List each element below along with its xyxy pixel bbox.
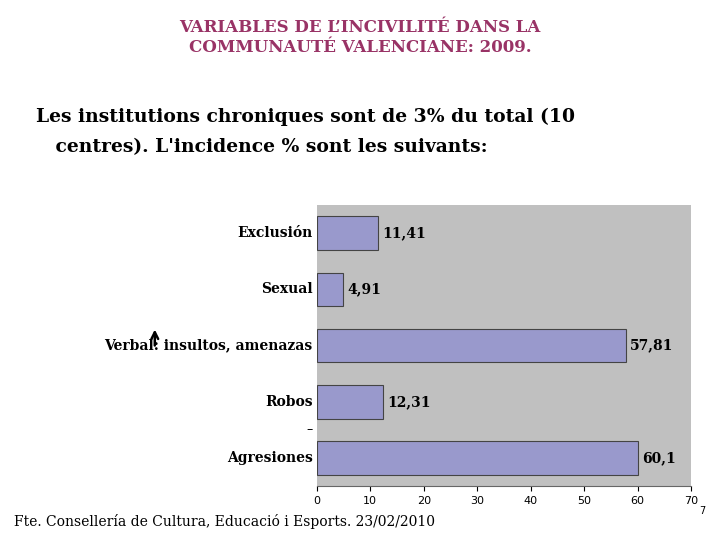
Bar [317,441,638,475]
Text: 60,1: 60,1 [642,451,676,465]
Text: Fte. Consellería de Cultura, Educació i Esports. 23/02/2010: Fte. Consellería de Cultura, Educació i … [14,514,436,529]
Text: Agresiones: Agresiones [227,451,312,465]
Bar [317,329,626,362]
Text: centres). L'incidence % sont les suivants:: centres). L'incidence % sont les suivant… [36,138,487,156]
Text: VARIABLES DE L’INCIVILITÉ DANS LA
COMMUNAUTÉ VALENCIANE: 2009.: VARIABLES DE L’INCIVILITÉ DANS LA COMMUN… [179,19,541,56]
Bar [317,385,382,418]
Text: 12,31: 12,31 [387,395,431,409]
Text: Verbal: insultos, amenazas: Verbal: insultos, amenazas [104,339,312,353]
Text: Sexual: Sexual [261,282,312,296]
Text: 7: 7 [699,505,706,516]
Text: 4,91: 4,91 [347,282,381,296]
Text: 11,41: 11,41 [382,226,426,240]
Text: Les institutions chroniques sont de 3% du total (10: Les institutions chroniques sont de 3% d… [36,108,575,126]
Text: 57,81: 57,81 [630,339,674,353]
Text: Exclusión: Exclusión [238,226,312,240]
Bar [317,273,343,306]
Text: Robos: Robos [265,395,312,409]
Text: –: – [306,423,312,436]
Bar [317,217,378,250]
